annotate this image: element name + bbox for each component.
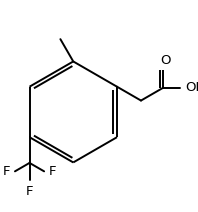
Text: F: F [49,165,57,178]
Text: OH: OH [185,81,198,94]
Text: F: F [3,165,10,178]
Text: O: O [160,54,170,67]
Text: F: F [26,185,33,198]
